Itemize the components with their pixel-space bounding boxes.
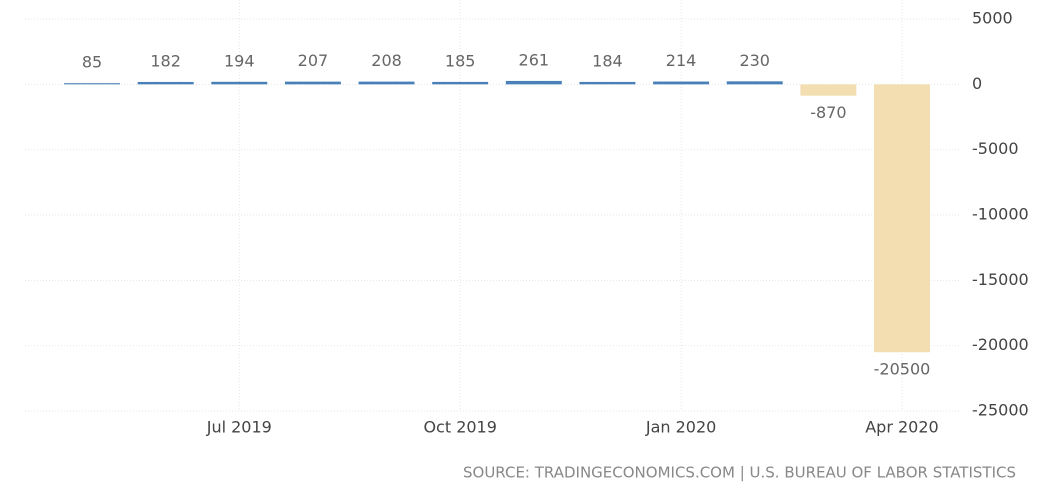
value-label: 208 bbox=[371, 51, 402, 70]
value-label: -870 bbox=[810, 103, 846, 122]
bar bbox=[653, 81, 710, 85]
x-tick-label: Jan 2020 bbox=[645, 418, 716, 437]
bar bbox=[358, 81, 415, 85]
y-tick-label: 5000 bbox=[972, 9, 1013, 28]
bar bbox=[726, 81, 783, 85]
bar bbox=[432, 81, 489, 85]
bar bbox=[505, 80, 562, 85]
x-tick-label: Jul 2019 bbox=[206, 418, 272, 437]
bar bbox=[64, 83, 120, 85]
value-label: -20500 bbox=[874, 360, 931, 379]
bar bbox=[874, 84, 930, 353]
value-label: 85 bbox=[82, 53, 102, 72]
y-tick-label: -25000 bbox=[972, 401, 1029, 420]
x-tick-label: Apr 2020 bbox=[865, 418, 938, 437]
value-label: 207 bbox=[298, 51, 329, 70]
value-label: 230 bbox=[739, 51, 770, 70]
value-label: 194 bbox=[224, 51, 255, 70]
value-label: 261 bbox=[519, 50, 550, 69]
y-tick-label: -10000 bbox=[972, 205, 1029, 224]
bar bbox=[284, 81, 341, 85]
value-label: 185 bbox=[445, 51, 476, 70]
bar bbox=[579, 81, 636, 85]
y-tick-label: -20000 bbox=[972, 335, 1029, 354]
y-tick-label: -5000 bbox=[972, 139, 1019, 158]
x-tick-label: Oct 2019 bbox=[423, 418, 496, 437]
value-label: 182 bbox=[150, 51, 181, 70]
bar bbox=[800, 84, 857, 96]
bar bbox=[211, 81, 268, 85]
y-tick-label: -15000 bbox=[972, 270, 1029, 289]
source: SOURCE: TRADINGECONOMICS.COM | U.S. BURE… bbox=[463, 464, 1016, 482]
bar bbox=[137, 81, 194, 85]
y-tick-label: 0 bbox=[972, 74, 982, 93]
value-label: 214 bbox=[666, 51, 697, 70]
value-label: 184 bbox=[592, 51, 623, 70]
